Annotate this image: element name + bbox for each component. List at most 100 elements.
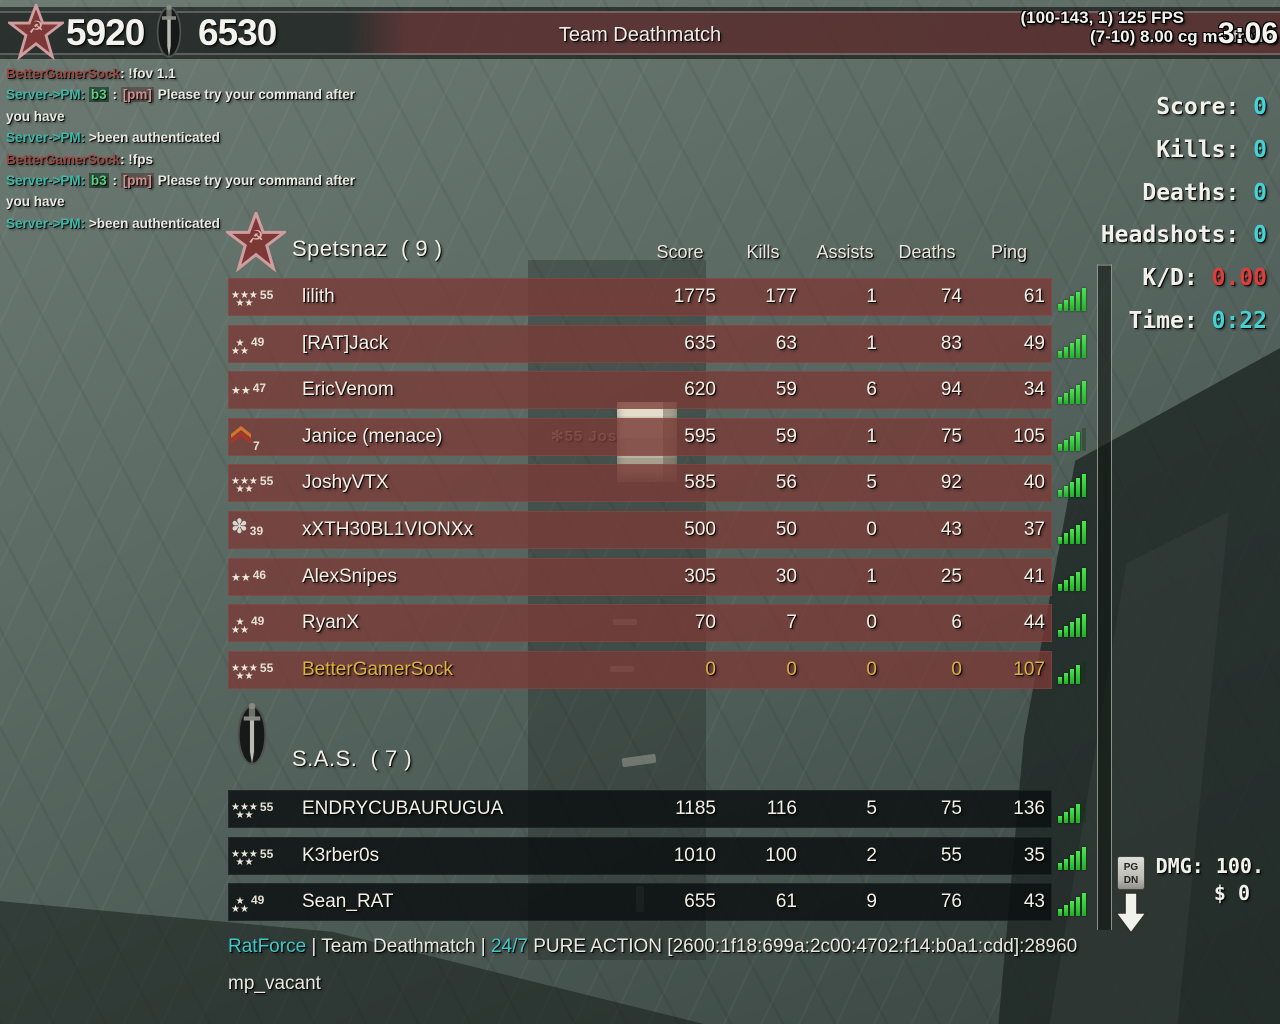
spetsnaz-star-icon: ☭ [5,1,67,65]
stat-row: Time: 0:22 [1128,307,1267,334]
player-row: ★ ★★ 49 [RAT]Jack 635 63 1 83 49 [228,324,1086,363]
player-deaths: 75 [940,798,962,819]
player-row: ★ ★★ 49 RyanX 70 7 0 6 44 [228,604,1086,643]
signal-bars-icon [1058,658,1094,684]
player-kills: 116 [766,798,797,819]
chat-line: you have [6,108,65,124]
player-ping: 136 [1013,798,1045,819]
svg-text:☭: ☭ [248,227,264,247]
player-assists: 0 [866,658,877,680]
dmg-value: DMG: 100. [1155,854,1264,878]
signal-bars-icon [1058,332,1094,358]
chat-log: BetterGamerSock: !fov 1.1 Server->PM: b3 … [6,63,355,234]
rank-number: 47 [252,381,267,396]
signal-bars-icon [1058,565,1094,591]
player-name: ENDRYCUBAURUGUA [302,798,504,819]
player-score: 655 [684,891,716,913]
player-deaths: 6 [951,612,962,634]
player-score: 1185 [675,798,716,819]
team2-score: 6530 [198,12,277,53]
player-name: JoshyVTX [302,472,389,494]
stars3-rank-icon: ★ ★★ 49 [231,893,265,916]
player-kills: 177 [765,286,797,307]
rank-number: 49 [250,893,265,908]
player-deaths: 0 [951,658,962,680]
player-deaths: 83 [940,332,962,354]
player-kills: 0 [786,658,797,680]
player-kills: 7 [786,612,797,634]
player-assists: 1 [866,565,877,587]
player-score: 1775 [673,286,716,307]
player-assists: 0 [866,612,877,634]
badge-rank-icon: ✽ 39 [231,516,264,538]
player-deaths: 92 [940,472,962,494]
player-ping: 41 [1023,565,1045,587]
stars5-rank-icon: ★★★ ★★ 55 [231,660,274,682]
rank-number: 55 [259,800,274,814]
signal-bars-icon [1058,797,1094,823]
rank-number: 39 [249,524,264,538]
player-name: AlexSnipes [302,565,398,587]
player-score: 500 [684,519,716,540]
rank-number: 46 [252,567,267,582]
chat-line: BetterGamerSock: !fps [6,151,154,167]
player-deaths: 94 [940,379,962,401]
player-deaths: 74 [940,286,962,307]
player-kills: 30 [775,565,797,587]
player-score: 1010 [673,844,716,866]
chat-line: you have [6,194,65,210]
scoreboard-scrollbar[interactable] [1097,264,1112,930]
player-deaths: 25 [940,565,962,587]
player-deaths: 76 [940,891,962,913]
player-assists: 9 [866,891,877,913]
player-score: 620 [684,379,716,401]
player-kills: 50 [775,519,797,540]
rank-number: 55 [259,660,274,675]
stars3-rank-icon: ★ ★★ 49 [231,334,265,357]
stars5-rank-icon: ★★★ ★★ 55 [231,474,274,496]
player-assists: 1 [866,425,877,447]
column-header: Kills [746,242,780,262]
player-ping: 34 [1023,379,1045,401]
chevron-rank-icon: 7 [231,420,297,454]
player-kills: 59 [775,425,797,447]
player-ping: 105 [1013,425,1045,447]
player-deaths: 55 [940,844,962,866]
player-name: EricVenom [302,379,394,401]
player-ping: 43 [1023,891,1045,913]
sas-dagger-icon [153,4,185,65]
rank-number: 55 [259,846,274,861]
player-kills: 63 [775,332,797,354]
player-score: 305 [684,565,716,587]
player-row: ★★★ ★★ 55 lilith 1775 177 1 74 61 [228,278,1086,316]
chat-line: Server->PM: >been authenticated [6,215,220,231]
player-ping: 61 [1023,286,1045,307]
stars3-rank-icon: ★ ★★ 49 [231,614,265,637]
player-ping: 35 [1023,844,1045,866]
stars5-rank-icon: ★★★ ★★ 55 [231,846,274,868]
player-assists: 1 [866,286,877,307]
player-name: Janice (menace) [302,425,443,447]
map-name: mp_vacant [228,973,321,994]
server-info: RatForce | Team Deathmatch | 24/7 PURE A… [228,936,1078,957]
player-name: Sean_RAT [302,891,394,913]
stars2-rank-icon: ★★ 47 [231,381,267,398]
stat-row: Kills: 0 [1156,136,1267,163]
player-score: 0 [705,658,716,680]
signal-bars-icon [1058,378,1094,405]
signal-bars-icon [1058,890,1094,917]
player-assists: 6 [866,379,877,401]
rank-number: 55 [259,474,274,489]
team1-score: 5920 [66,12,145,53]
column-header: Deaths [898,242,956,262]
fps-line1: (100-143, 1) 125 FPS [1020,8,1184,27]
player-kills: 61 [775,891,797,913]
pgdn-key-icon: PG DN [1117,856,1145,890]
chat-line: Server->PM: b3 : [pm] Please try your co… [6,87,356,103]
column-header: Assists [816,242,874,262]
player-ping: 107 [1013,658,1045,680]
stat-row: Deaths: 0 [1142,179,1267,206]
pgdn-key-line1: PG [1123,862,1139,873]
player-row: ★★ 46 AlexSnipes 305 30 1 25 41 [228,557,1086,596]
